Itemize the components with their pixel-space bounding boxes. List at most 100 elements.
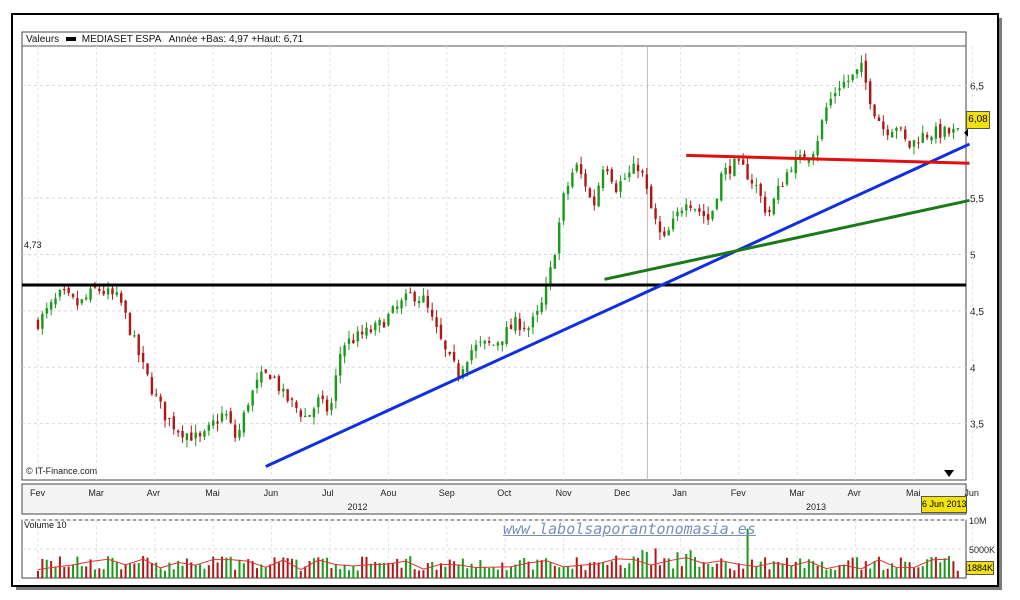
- volume-bar: [619, 565, 622, 578]
- candle-body: [934, 126, 938, 139]
- volume-bar: [952, 561, 955, 578]
- volume-bar: [615, 555, 618, 578]
- volume-title: Volume 10: [24, 520, 67, 530]
- volume-bar: [93, 569, 96, 578]
- volume-bar: [220, 556, 223, 578]
- volume-bar: [908, 562, 911, 578]
- candle-body: [833, 93, 837, 97]
- candle-body: [150, 377, 154, 395]
- y-tick-label: 5: [970, 251, 976, 262]
- volume-bar: [689, 550, 692, 578]
- candle-body: [347, 338, 351, 344]
- x-tick-label: Avr: [147, 488, 160, 498]
- candle-body: [325, 399, 329, 412]
- volume-bar: [650, 564, 653, 578]
- volume-bar: [168, 562, 171, 578]
- candle-body: [558, 222, 561, 254]
- candle-body: [816, 141, 819, 156]
- volume-bar: [76, 556, 79, 578]
- volume-bar: [444, 566, 447, 578]
- candle-body: [295, 401, 298, 409]
- candle-body: [431, 309, 434, 317]
- candle-body: [658, 221, 662, 233]
- volume-bar: [729, 568, 732, 578]
- volume-bar: [750, 559, 753, 578]
- volume-bar: [352, 565, 355, 578]
- candle-body: [352, 339, 355, 344]
- volume-bar: [768, 569, 771, 578]
- volume-bar: [282, 557, 285, 578]
- candle-body: [102, 290, 105, 295]
- volume-tick-label: 10M: [969, 516, 987, 526]
- volume-bar: [120, 569, 123, 578]
- candle-body: [663, 231, 666, 236]
- volume-bar: [623, 568, 626, 578]
- header-prefix: Valeurs: [26, 34, 60, 45]
- candle-body: [286, 389, 289, 402]
- candle-body: [908, 140, 911, 148]
- candle-body: [220, 413, 224, 422]
- volume-bar: [807, 559, 810, 578]
- candle-body: [654, 208, 657, 219]
- x-tick-label: Mar: [789, 488, 805, 498]
- volume-bar: [115, 561, 118, 578]
- candle-body: [676, 211, 679, 217]
- volume-bar: [269, 564, 272, 578]
- candle-body: [225, 413, 228, 416]
- volume-bar: [510, 566, 513, 578]
- volume-bar: [361, 556, 364, 578]
- volume-bar: [518, 560, 521, 578]
- x-tick-label: Jun: [264, 488, 279, 498]
- volume-bar: [479, 560, 482, 578]
- candle-body: [360, 331, 364, 335]
- candle-body: [588, 188, 592, 198]
- volume-bar: [199, 564, 202, 578]
- candle-body: [321, 395, 324, 400]
- volume-bar: [869, 568, 872, 578]
- candle-body: [772, 198, 776, 215]
- support-level-label: 4,73: [24, 240, 42, 250]
- x-tick-label: Aou: [380, 488, 396, 498]
- chart-title: Valeurs MEDIASET ESPA Année +Bas: 4,97 +…: [26, 34, 303, 45]
- candle-body: [133, 335, 136, 337]
- volume-bar: [781, 563, 784, 578]
- candle-body: [952, 128, 955, 133]
- x-tick-label: Nov: [556, 488, 573, 498]
- series-legend-icon: [65, 36, 76, 41]
- candle-body: [807, 158, 811, 163]
- candle-body: [549, 267, 552, 284]
- volume-bar: [453, 561, 456, 578]
- volume-bar: [764, 557, 767, 578]
- volume-bar: [685, 553, 688, 578]
- candle-body: [339, 354, 342, 376]
- volume-bar: [667, 558, 670, 578]
- volume-bar: [698, 566, 701, 578]
- candle-body: [277, 376, 281, 392]
- candle-body: [522, 327, 526, 330]
- volume-bar: [702, 562, 705, 578]
- volume-bar: [98, 568, 101, 578]
- volume-bars: [37, 528, 959, 578]
- candle-body: [444, 340, 447, 350]
- candle-body: [698, 208, 701, 212]
- candle-body: [746, 164, 749, 180]
- candle-body: [426, 295, 430, 308]
- candle-body: [76, 298, 79, 306]
- candle-body: [733, 158, 736, 177]
- candle-body: [741, 159, 745, 165]
- volume-bar: [431, 561, 434, 578]
- candle-body: [409, 292, 412, 294]
- volume-bar: [247, 559, 250, 578]
- candle-body: [487, 341, 491, 343]
- watermark-link[interactable]: www.labolsaporantonomasia.es: [503, 520, 756, 538]
- x-tick-label: Mai: [205, 488, 220, 498]
- candle-body: [45, 308, 48, 314]
- volume-bar: [930, 557, 933, 578]
- x-tick-label: Dec: [614, 488, 631, 498]
- candle-body: [505, 327, 508, 344]
- candle-body: [198, 432, 202, 437]
- candle-body: [715, 198, 719, 209]
- candle-body: [855, 69, 859, 75]
- volume-bar: [159, 568, 162, 578]
- candle-body: [479, 341, 482, 343]
